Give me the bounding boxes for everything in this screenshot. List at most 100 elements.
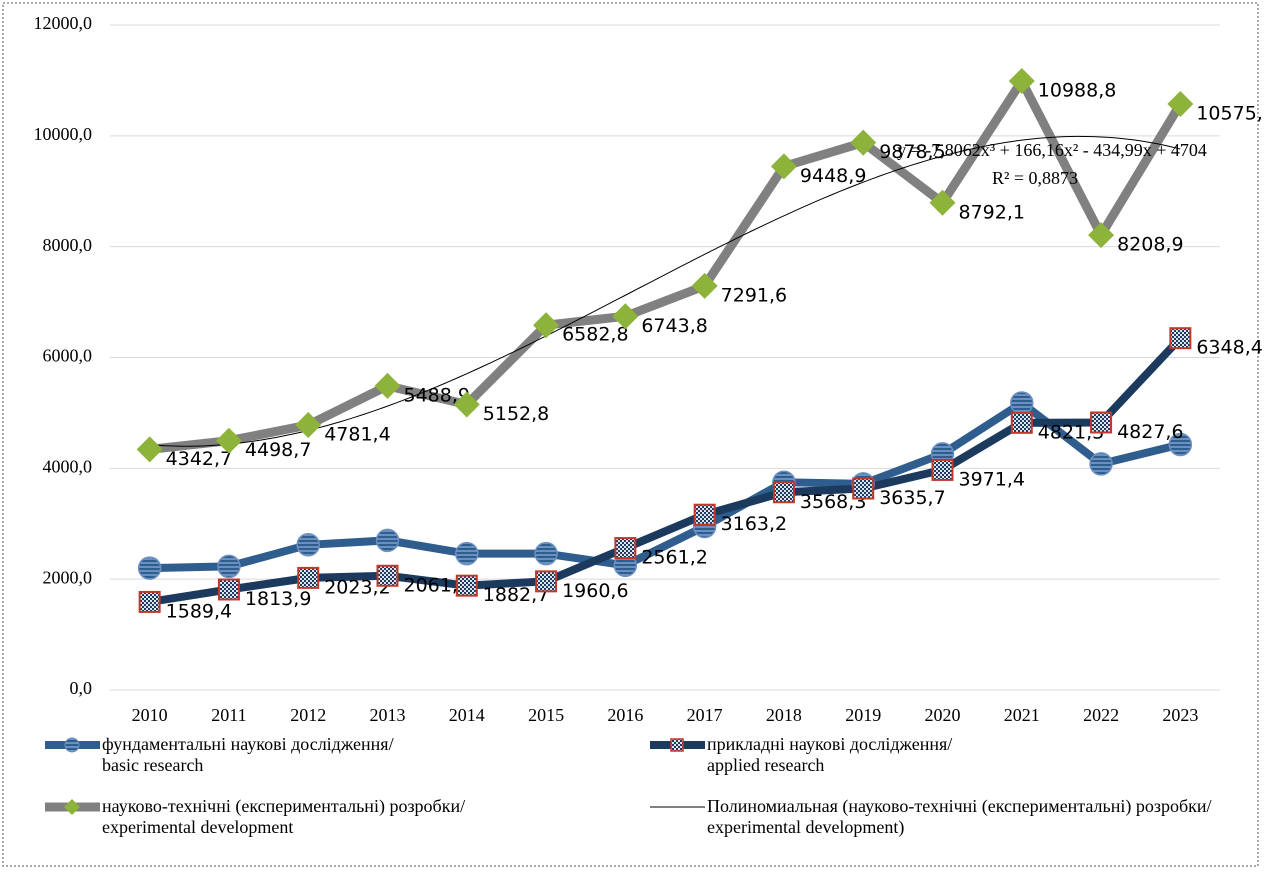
marker <box>1008 68 1035 95</box>
legend-marker <box>64 799 80 815</box>
x-tick-label: 2020 <box>925 705 961 725</box>
legend-label: науково-технічні (експериментальні) розр… <box>102 796 466 837</box>
legend-label: Полиномиальная (науково-технічні (експер… <box>707 796 1212 837</box>
marker <box>455 541 479 566</box>
data-label: 1882,7 <box>483 584 549 606</box>
y-tick-label: 6000,0 <box>43 346 93 366</box>
data-label: 3568,3 <box>800 491 866 513</box>
marker <box>1088 222 1115 249</box>
marker <box>374 372 401 399</box>
marker <box>138 590 161 613</box>
data-label: 4342,7 <box>166 448 232 470</box>
trendline-equation: y = -7,8062x³ + 166,16x² - 434,99x + 470… <box>897 140 1207 160</box>
data-label: 6743,8 <box>641 315 707 337</box>
data-label: 9878,5 <box>879 141 945 163</box>
data-label: 3971,4 <box>959 468 1025 490</box>
marker <box>297 566 320 589</box>
series-line <box>149 335 1184 606</box>
data-label: 10988,8 <box>1038 80 1117 102</box>
y-tick-label: 12000,0 <box>34 13 93 33</box>
x-tick-label: 2014 <box>449 705 485 725</box>
data-label: 2023,2 <box>324 576 390 598</box>
x-tick-label: 2012 <box>290 705 326 725</box>
x-tick-label: 2021 <box>1004 705 1040 725</box>
data-label: 9448,9 <box>800 165 866 187</box>
marker <box>136 436 163 463</box>
x-tick-label: 2023 <box>1162 705 1198 725</box>
data-label: 5488,9 <box>404 384 470 406</box>
series-line <box>149 398 1182 573</box>
marker <box>376 564 399 587</box>
legend-marker <box>670 738 684 752</box>
data-label: 8792,1 <box>959 201 1025 223</box>
marker <box>852 477 875 500</box>
data-label: 4498,7 <box>245 439 311 461</box>
data-label: 1589,4 <box>166 600 232 622</box>
y-tick-label: 2000,0 <box>43 567 93 587</box>
y-tick-label: 4000,0 <box>43 456 93 476</box>
data-label: 3635,7 <box>879 487 945 509</box>
data-label: 10575,3 <box>1196 102 1264 124</box>
data-label: 4827,6 <box>1117 421 1183 443</box>
marker <box>691 272 718 299</box>
y-tick-label: 10000,0 <box>34 124 93 144</box>
marker <box>295 412 322 439</box>
marker <box>1090 411 1113 434</box>
data-label: 2061,4 <box>404 574 470 596</box>
x-tick-label: 2013 <box>370 705 406 725</box>
marker <box>217 578 240 601</box>
marker <box>1167 90 1194 117</box>
marker <box>1010 391 1034 415</box>
marker <box>453 391 480 418</box>
data-label: 3163,2 <box>721 513 787 535</box>
marker <box>455 574 478 597</box>
data-label: 7291,6 <box>721 284 787 306</box>
data-label: 1813,9 <box>245 588 311 610</box>
trendline <box>149 135 1181 447</box>
marker <box>137 556 162 580</box>
marker <box>1168 432 1193 457</box>
marker <box>375 528 400 553</box>
data-label: 1960,6 <box>562 580 628 602</box>
marker <box>931 458 954 481</box>
marker <box>215 427 242 454</box>
marker <box>612 303 639 330</box>
x-tick-label: 2018 <box>766 705 802 725</box>
y-tick-label: 8000,0 <box>43 235 93 255</box>
legend-marker <box>64 737 80 753</box>
data-label: 4821,3 <box>1038 421 1104 443</box>
legend-label: фундаментальні наукові дослідження/ basi… <box>102 734 394 775</box>
x-tick-label: 2019 <box>845 705 881 725</box>
marker <box>296 533 320 557</box>
data-label: 8208,9 <box>1117 234 1183 256</box>
data-label: 2561,2 <box>641 547 707 569</box>
legend-label: прикладні наукові дослідження/ applied r… <box>707 734 953 775</box>
x-tick-label: 2022 <box>1083 705 1119 725</box>
data-label: 6348,4 <box>1196 337 1262 359</box>
marker <box>534 541 558 566</box>
x-tick-label: 2017 <box>687 705 723 725</box>
x-tick-label: 2011 <box>211 705 246 725</box>
y-tick-label: 0,0 <box>70 678 93 698</box>
marker <box>533 312 560 339</box>
data-label: 4781,4 <box>324 424 390 446</box>
marker <box>770 153 797 180</box>
data-label: 5152,8 <box>483 403 549 425</box>
marker <box>850 129 877 156</box>
marker <box>217 554 241 579</box>
x-tick-label: 2016 <box>607 705 643 725</box>
x-tick-label: 2010 <box>132 705 168 725</box>
trendline-r2: R² = 0,8873 <box>992 168 1078 188</box>
marker <box>1010 411 1033 434</box>
marker <box>929 189 956 216</box>
marker <box>1169 327 1192 350</box>
x-tick-label: 2015 <box>528 705 564 725</box>
marker <box>772 481 795 504</box>
marker <box>614 537 637 560</box>
series-line <box>149 76 1185 454</box>
data-label: 6582,8 <box>562 324 628 346</box>
marker <box>535 570 558 593</box>
